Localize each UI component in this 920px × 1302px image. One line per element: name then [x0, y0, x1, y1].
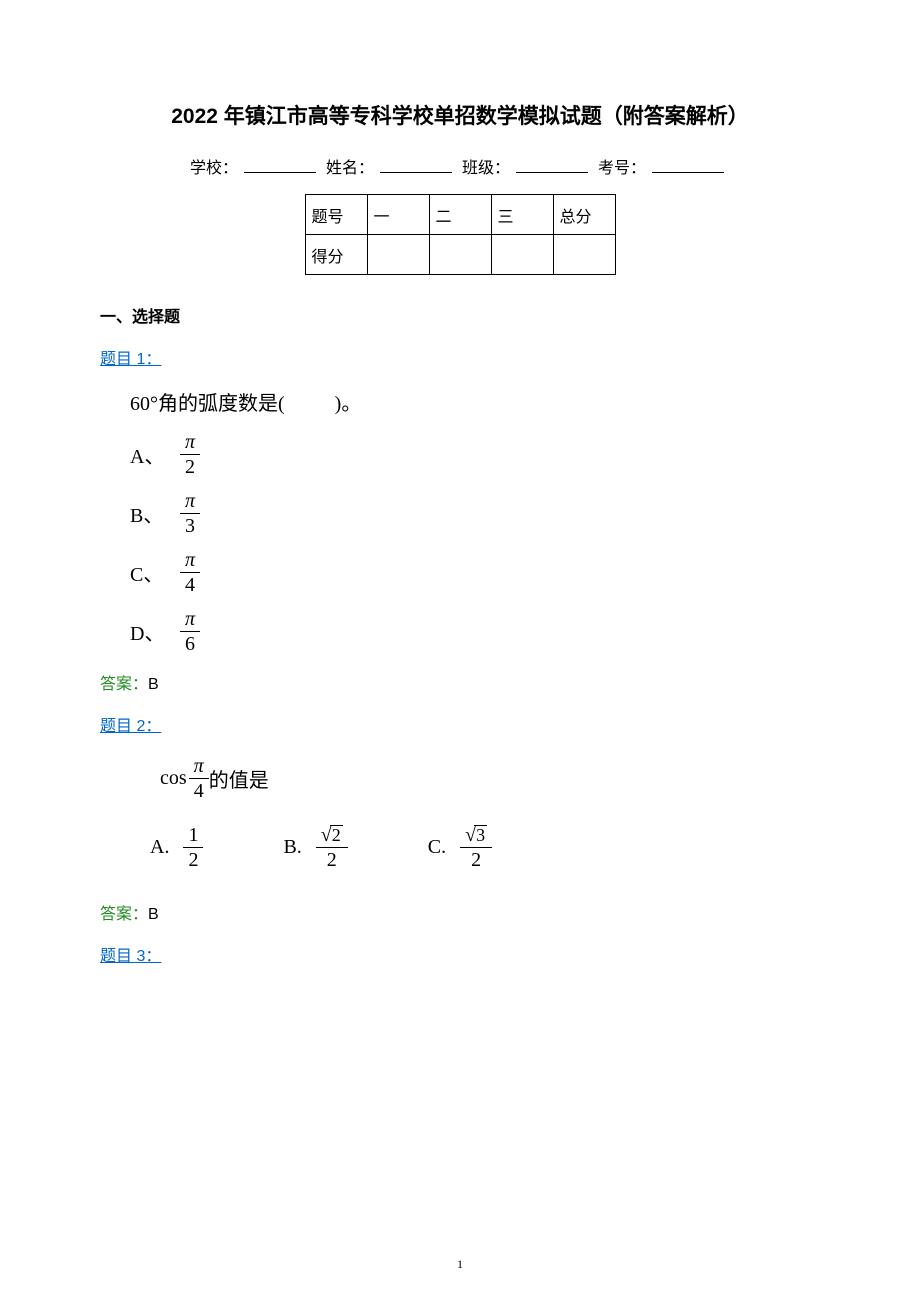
- answer-prefix: 答案：: [100, 906, 148, 923]
- answer-prefix: 答案：: [100, 676, 148, 693]
- option-letter: A.: [150, 836, 169, 859]
- numerator: √2: [316, 823, 348, 848]
- denominator: 2: [466, 848, 486, 872]
- numerator: π: [189, 754, 209, 779]
- info-line: 学校： 姓名： 班级： 考号：: [100, 154, 820, 178]
- stem-gap: [290, 393, 330, 415]
- table-row: 题号 一 二 三 总分: [305, 195, 615, 235]
- question-2-options: A. 1 2 B. √2 2 C. √3 2: [150, 823, 820, 872]
- cell: [553, 235, 615, 275]
- school-label: 学校：: [190, 160, 238, 177]
- question-2-label: 题目 2：: [100, 712, 820, 736]
- radicand: 2: [330, 825, 343, 844]
- fraction: 1 2: [183, 823, 203, 872]
- numerator: π: [180, 548, 200, 573]
- option-b: B. √2 2: [283, 823, 347, 872]
- examid-blank: [652, 157, 724, 173]
- question-1-options: A、 π 2 B、 π 3 C、 π 4 D、 π 6: [130, 430, 820, 656]
- numerator: π: [180, 489, 200, 514]
- option-letter: B.: [283, 836, 301, 859]
- sqrt: √3: [465, 825, 487, 845]
- stem-text: 60°角的弧度数是(: [130, 393, 285, 415]
- cell: 二: [429, 195, 491, 235]
- numerator: π: [180, 607, 200, 632]
- denominator: 3: [180, 514, 200, 538]
- name-blank: [380, 157, 452, 173]
- cell: 得分: [305, 235, 367, 275]
- stem-text: )。: [335, 393, 362, 415]
- numerator: 1: [183, 823, 203, 848]
- class-blank: [516, 157, 588, 173]
- name-label: 姓名：: [326, 160, 374, 177]
- answer-value: B: [148, 906, 159, 923]
- question-1-stem: 60°角的弧度数是( )。: [130, 387, 820, 416]
- fraction: √3 2: [460, 823, 492, 872]
- radicand: 3: [474, 825, 487, 844]
- table-row: 得分: [305, 235, 615, 275]
- denominator: 2: [322, 848, 342, 872]
- page-number: 1: [0, 1257, 920, 1272]
- school-blank: [244, 157, 316, 173]
- fraction: π 6: [180, 607, 200, 656]
- denominator: 6: [180, 632, 200, 656]
- question-3-label: 题目 3：: [100, 942, 820, 966]
- numerator: π: [180, 430, 200, 455]
- numerator: √3: [460, 823, 492, 848]
- question-2-stem: cos π 4 的值是: [160, 754, 820, 803]
- option-a: A. 1 2: [150, 823, 203, 872]
- cell: 题号: [305, 195, 367, 235]
- score-table: 题号 一 二 三 总分 得分: [305, 194, 616, 275]
- answer-1: 答案：B: [100, 670, 820, 694]
- examid-label: 考号：: [598, 160, 646, 177]
- option-letter: C、: [130, 558, 180, 587]
- cell: 一: [367, 195, 429, 235]
- cell: [429, 235, 491, 275]
- option-letter: B、: [130, 499, 180, 528]
- sqrt: √2: [321, 825, 343, 845]
- cos-label: cos: [160, 767, 187, 790]
- page-title: 2022 年镇江市高等专科学校单招数学模拟试题（附答案解析）: [100, 100, 820, 130]
- fraction: √2 2: [316, 823, 348, 872]
- stem-suffix: 的值是: [209, 764, 269, 793]
- denominator: 4: [189, 779, 209, 803]
- cell: [367, 235, 429, 275]
- option-letter: D、: [130, 617, 180, 646]
- answer-2: 答案：B: [100, 900, 820, 924]
- option-letter: A、: [130, 440, 180, 469]
- cell: [491, 235, 553, 275]
- option-d: D、 π 6: [130, 607, 820, 656]
- option-b: B、 π 3: [130, 489, 820, 538]
- denominator: 2: [183, 848, 203, 872]
- denominator: 2: [180, 455, 200, 479]
- fraction: π 3: [180, 489, 200, 538]
- cell: 总分: [553, 195, 615, 235]
- question-1-label: 题目 1：: [100, 345, 820, 369]
- fraction: π 4: [189, 754, 209, 803]
- answer-value: B: [148, 676, 159, 693]
- fraction: π 2: [180, 430, 200, 479]
- denominator: 4: [180, 573, 200, 597]
- option-c: C、 π 4: [130, 548, 820, 597]
- fraction: π 4: [180, 548, 200, 597]
- option-a: A、 π 2: [130, 430, 820, 479]
- class-label: 班级：: [462, 160, 510, 177]
- option-c: C. √3 2: [428, 823, 492, 872]
- cell: 三: [491, 195, 553, 235]
- section-mc-header: 一、选择题: [100, 303, 820, 327]
- option-letter: C.: [428, 836, 446, 859]
